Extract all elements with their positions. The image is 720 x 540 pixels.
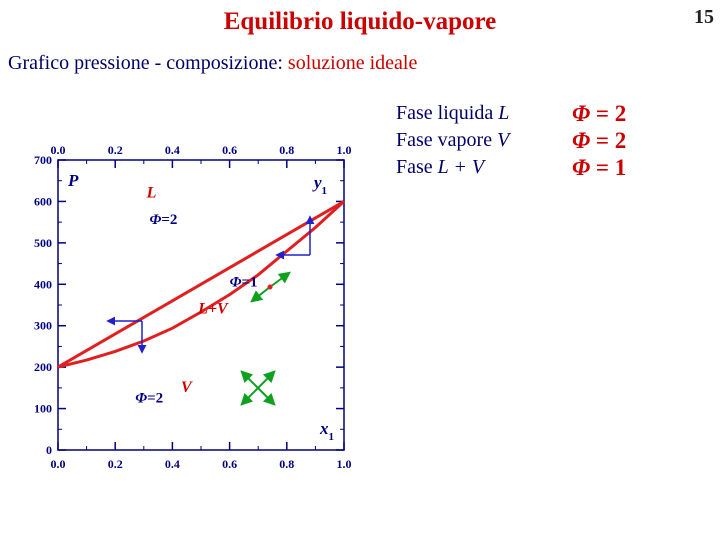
x-tick-label-top: 0.8 — [279, 143, 294, 157]
phase-row-biphasic: Fase L + V Φ = 1 — [396, 154, 626, 181]
phi-label: Φ=1 — [230, 274, 258, 290]
phase-symbol: L — [498, 102, 510, 124]
slide-number: 15 — [694, 6, 714, 28]
arrow-green — [240, 370, 259, 389]
subtitle-prefix: Grafico pressione - composizione: — [8, 52, 288, 74]
top-axis-label: y1 — [312, 173, 327, 197]
top-axis-symbol: y — [312, 173, 322, 192]
x-tick-label-bottom: 1.0 — [337, 457, 352, 471]
pressure-composition-chart: 0.0 0.0 0.2 0.2 0.4 0.4 0.6 0.6 0.8 0.8 1.0 1.0 0 100… — [34, 143, 352, 471]
phase-table: Fase liquida L Φ = 2 Fase vapore V Φ = 2… — [396, 100, 626, 181]
phase-symbol: L + V — [437, 156, 485, 178]
y-tick-label: 300 — [34, 319, 52, 333]
phase-symbol: V — [497, 129, 510, 151]
y-tick-label: 200 — [34, 360, 52, 374]
bubble-line — [57, 200, 345, 369]
x-tick-label-top: 0.0 — [51, 143, 66, 157]
slide-title: Equilibrio liquido-vapore — [223, 8, 497, 35]
bottom-axis-label: x1 — [319, 419, 334, 443]
y-tick-label: 600 — [34, 194, 52, 208]
x-tick-label-bottom: 0.2 — [108, 457, 123, 471]
phase-text: Fase vapore — [396, 129, 498, 151]
region-label: L — [146, 184, 157, 201]
region-label: L+V — [197, 300, 229, 317]
phi-symbol: Φ — [230, 274, 242, 290]
x-tick-label-bottom: 0.6 — [222, 457, 237, 471]
bottom-axis-subscript: 1 — [329, 431, 335, 443]
x-tick-label-top: 0.2 — [108, 143, 123, 157]
phi-symbol: Φ — [135, 390, 147, 406]
x-tick-label-bottom: 0.0 — [51, 457, 66, 471]
phi-value: = 1 — [595, 155, 627, 180]
phi-label: Φ=2 — [135, 390, 163, 406]
phi-value: = 2 — [595, 101, 627, 126]
y-axis-label: P — [67, 171, 79, 190]
phase-row-liquid: Fase liquida L Φ = 2 — [396, 100, 626, 127]
phase-phi: Φ = 2 — [572, 127, 626, 154]
x-tick-label-top: 0.4 — [165, 143, 180, 157]
phi-value: = 2 — [595, 128, 627, 153]
axis-tick-labels: 0.0 0.0 0.2 0.2 0.4 0.4 0.6 0.6 0.8 0.8 1.0 1.0 0 100… — [34, 143, 352, 471]
phi-value: =2 — [161, 212, 177, 228]
x-tick-label-top: 1.0 — [337, 143, 352, 157]
phi-value: =1 — [241, 274, 257, 290]
x-tick-label-top: 0.6 — [222, 143, 237, 157]
phi-symbol: Φ — [572, 101, 591, 126]
arrow-green — [240, 387, 259, 406]
y-tick-label: 400 — [34, 277, 52, 291]
bottom-axis-symbol: x — [319, 419, 329, 438]
arrow-green — [269, 271, 291, 288]
region-label: V — [181, 379, 193, 396]
y-tick-label: 500 — [34, 236, 52, 250]
tie-line-arrows — [106, 215, 315, 406]
arrow-green — [257, 387, 276, 406]
arrow-green — [250, 286, 271, 303]
phase-row-vapor: Fase vapore V Φ = 2 — [396, 127, 626, 154]
subtitle-highlight: soluzione ideale — [287, 52, 418, 74]
phase-label: Fase vapore V — [396, 127, 572, 154]
y-tick-label: 700 — [34, 153, 52, 167]
x-tick-label-bottom: 0.8 — [279, 457, 294, 471]
tie-point — [267, 284, 273, 290]
phase-phi: Φ = 1 — [572, 154, 626, 181]
phase-phi: Φ = 2 — [572, 100, 626, 127]
phi-labels: Φ=2Φ=1Φ=2 — [135, 212, 257, 406]
phase-text: Fase liquida — [396, 102, 499, 124]
phi-symbol: Φ — [572, 155, 591, 180]
phase-text: Fase — [396, 156, 438, 178]
x-tick-label-bottom: 0.4 — [165, 457, 180, 471]
dew-curve — [57, 200, 346, 369]
y-tick-label: 100 — [34, 402, 52, 416]
phase-label: Fase liquida L — [396, 100, 572, 127]
phi-value: =2 — [147, 390, 163, 406]
phi-symbol: Φ — [150, 212, 162, 228]
y-tick-label: 0 — [46, 443, 52, 457]
phi-label: Φ=2 — [150, 212, 178, 228]
region-labels: L L+V V — [146, 184, 229, 396]
top-axis-subscript: 1 — [322, 185, 328, 197]
slide-subtitle: Grafico pressione - composizione: soluzi… — [8, 52, 417, 75]
phase-label: Fase L + V — [396, 154, 572, 181]
arrow-green — [257, 370, 276, 389]
phi-symbol: Φ — [572, 128, 591, 153]
axis-ticks — [57, 159, 345, 451]
